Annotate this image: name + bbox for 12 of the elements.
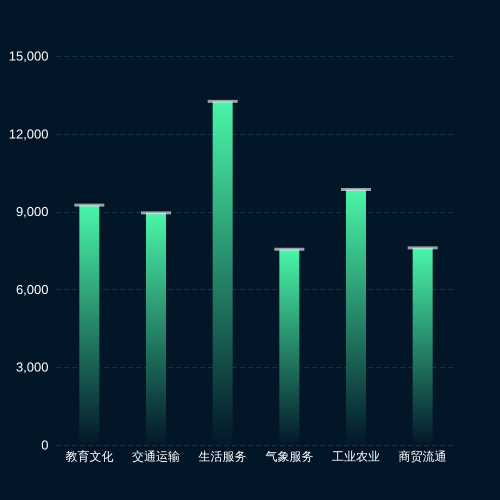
y-tick-label: 9,000 (16, 204, 48, 220)
x-tick-label: 交通运输 (132, 450, 180, 464)
y-tick-label: 12,000 (8, 126, 48, 142)
y-tick-label: 3,000 (16, 360, 48, 375)
y-tick-label: 0 (41, 438, 48, 452)
x-tick-label: 商贸流通 (398, 450, 447, 464)
y-tick-label: 15,000 (8, 48, 48, 64)
x-tick-label: 教育文化 (65, 450, 114, 464)
x-tick-label: 工业农业 (332, 450, 380, 464)
x-tick-label: 生活服务 (198, 450, 247, 464)
y-tick-label: 6,000 (16, 282, 48, 297)
x-tick-label: 气象服务 (265, 450, 314, 464)
